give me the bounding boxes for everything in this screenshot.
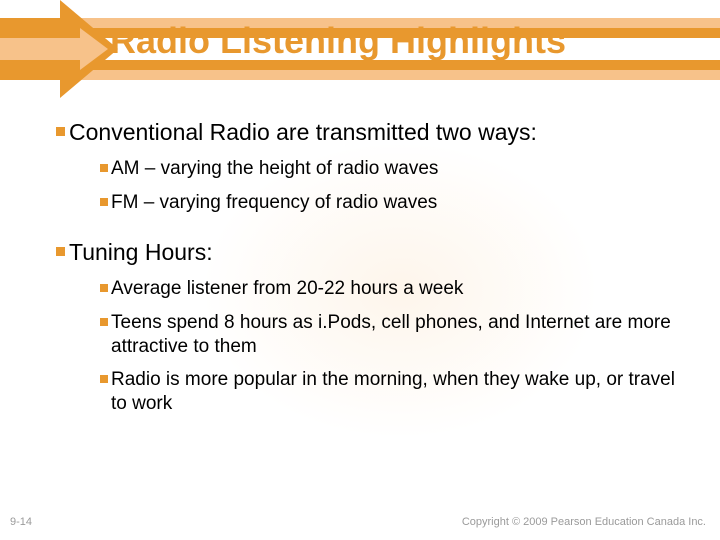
bullet-text: FM – varying frequency of radio waves — [111, 191, 437, 215]
slide-title: Radio Listening Highlights — [110, 20, 710, 62]
bullet-square-icon — [100, 164, 108, 172]
spacer — [56, 220, 686, 230]
content-area: Conventional Radio are transmitted two w… — [56, 110, 686, 422]
bullet-text: AM – varying the height of radio waves — [111, 157, 438, 181]
copyright: Copyright © 2009 Pearson Education Canad… — [462, 516, 706, 528]
bullet-lvl1: Tuning Hours: — [56, 238, 686, 267]
bullet-lvl2: AM – varying the height of radio waves — [100, 157, 686, 181]
bullet-text: Average listener from 20-22 hours a week — [111, 277, 463, 301]
bullet-square-icon — [100, 318, 108, 326]
bullet-square-icon — [100, 284, 108, 292]
bullet-square-icon — [56, 127, 65, 136]
bullet-text: Conventional Radio are transmitted two w… — [69, 118, 537, 147]
bullet-square-icon — [100, 198, 108, 206]
bullet-text: Teens spend 8 hours as i.Pods, cell phon… — [111, 311, 686, 359]
bullet-lvl2: FM – varying frequency of radio waves — [100, 191, 686, 215]
bullet-text: Radio is more popular in the morning, wh… — [111, 368, 686, 416]
bullet-lvl2: Average listener from 20-22 hours a week — [100, 277, 686, 301]
page-number: 9-14 — [10, 516, 32, 528]
bullet-text: Tuning Hours: — [69, 238, 213, 267]
bullet-square-icon — [100, 375, 108, 383]
bullet-lvl1: Conventional Radio are transmitted two w… — [56, 118, 686, 147]
bullet-lvl2: Teens spend 8 hours as i.Pods, cell phon… — [100, 311, 686, 359]
slide: Radio Listening Highlights Conventional … — [0, 0, 720, 540]
bullet-square-icon — [56, 247, 65, 256]
bullet-lvl2: Radio is more popular in the morning, wh… — [100, 368, 686, 416]
